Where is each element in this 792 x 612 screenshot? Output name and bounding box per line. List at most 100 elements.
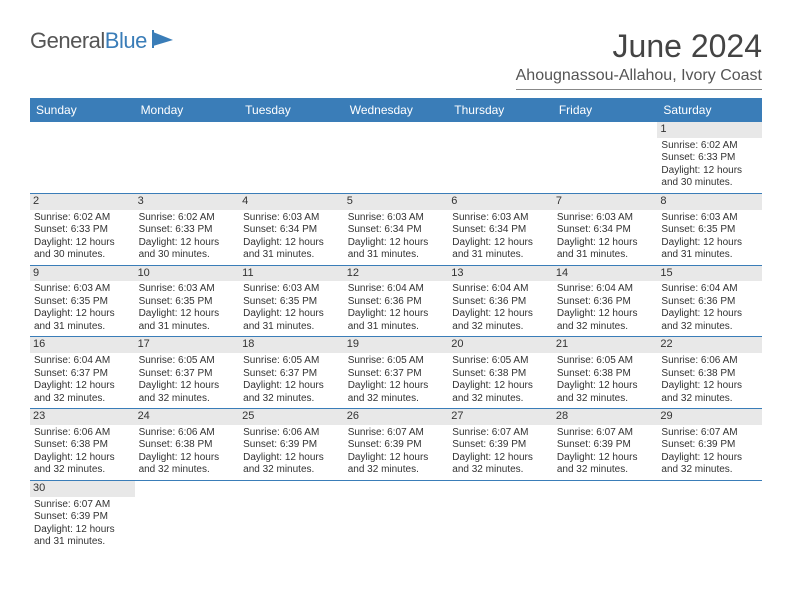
day-number: 2 bbox=[30, 194, 135, 210]
sunrise-label: Sunrise: 6:03 AM bbox=[661, 212, 758, 225]
day-cell: 18Sunrise: 6:05 AMSunset: 6:37 PMDayligh… bbox=[239, 337, 344, 408]
day-cell: 3Sunrise: 6:02 AMSunset: 6:33 PMDaylight… bbox=[135, 194, 240, 265]
daylight-label: and 31 minutes. bbox=[243, 321, 340, 334]
week-row: 23Sunrise: 6:06 AMSunset: 6:38 PMDayligh… bbox=[30, 409, 762, 481]
daylight-label: Daylight: 12 hours bbox=[139, 308, 236, 321]
empty-cell bbox=[553, 481, 658, 552]
day-number: 22 bbox=[657, 337, 762, 353]
sunrise-label: Sunrise: 6:03 AM bbox=[139, 283, 236, 296]
day-cell: 19Sunrise: 6:05 AMSunset: 6:37 PMDayligh… bbox=[344, 337, 449, 408]
day-cell: 30Sunrise: 6:07 AMSunset: 6:39 PMDayligh… bbox=[30, 481, 135, 552]
daylight-label: and 31 minutes. bbox=[661, 249, 758, 262]
sunrise-label: Sunrise: 6:03 AM bbox=[452, 212, 549, 225]
daylight-label: and 31 minutes. bbox=[243, 249, 340, 262]
weekday-friday: Friday bbox=[553, 98, 658, 122]
week-row: 30Sunrise: 6:07 AMSunset: 6:39 PMDayligh… bbox=[30, 481, 762, 552]
daylight-label: and 32 minutes. bbox=[139, 464, 236, 477]
daylight-label: and 32 minutes. bbox=[348, 464, 445, 477]
daylight-label: and 31 minutes. bbox=[34, 321, 131, 334]
weekday-tuesday: Tuesday bbox=[239, 98, 344, 122]
day-cell: 10Sunrise: 6:03 AMSunset: 6:35 PMDayligh… bbox=[135, 266, 240, 337]
weekday-header: Sunday Monday Tuesday Wednesday Thursday… bbox=[30, 98, 762, 122]
day-number: 26 bbox=[344, 409, 449, 425]
calendar: Sunday Monday Tuesday Wednesday Thursday… bbox=[30, 98, 762, 552]
sunrise-label: Sunrise: 6:06 AM bbox=[243, 427, 340, 440]
daylight-label: and 30 minutes. bbox=[661, 177, 758, 190]
sunrise-label: Sunrise: 6:05 AM bbox=[452, 355, 549, 368]
daylight-label: Daylight: 12 hours bbox=[348, 452, 445, 465]
daylight-label: Daylight: 12 hours bbox=[139, 452, 236, 465]
empty-cell bbox=[344, 481, 449, 552]
sunrise-label: Sunrise: 6:06 AM bbox=[34, 427, 131, 440]
day-number: 14 bbox=[553, 266, 658, 282]
brand-part1: General bbox=[30, 28, 105, 54]
sunset-label: Sunset: 6:39 PM bbox=[243, 439, 340, 452]
day-cell: 12Sunrise: 6:04 AMSunset: 6:36 PMDayligh… bbox=[344, 266, 449, 337]
empty-cell bbox=[448, 481, 553, 552]
day-number: 16 bbox=[30, 337, 135, 353]
day-number: 4 bbox=[239, 194, 344, 210]
empty-cell bbox=[135, 481, 240, 552]
sunrise-label: Sunrise: 6:06 AM bbox=[661, 355, 758, 368]
day-number: 10 bbox=[135, 266, 240, 282]
weekday-wednesday: Wednesday bbox=[344, 98, 449, 122]
day-cell: 8Sunrise: 6:03 AMSunset: 6:35 PMDaylight… bbox=[657, 194, 762, 265]
daylight-label: Daylight: 12 hours bbox=[34, 237, 131, 250]
sunset-label: Sunset: 6:34 PM bbox=[243, 224, 340, 237]
daylight-label: Daylight: 12 hours bbox=[348, 380, 445, 393]
empty-cell bbox=[135, 122, 240, 193]
daylight-label: Daylight: 12 hours bbox=[452, 237, 549, 250]
flag-icon bbox=[151, 28, 177, 54]
sunset-label: Sunset: 6:37 PM bbox=[243, 368, 340, 381]
daylight-label: and 32 minutes. bbox=[139, 393, 236, 406]
day-number: 21 bbox=[553, 337, 658, 353]
daylight-label: and 32 minutes. bbox=[557, 393, 654, 406]
daylight-label: and 32 minutes. bbox=[661, 393, 758, 406]
empty-cell bbox=[30, 122, 135, 193]
title-block: June 2024 Ahougnassou-Allahou, Ivory Coa… bbox=[516, 28, 762, 90]
daylight-label: Daylight: 12 hours bbox=[557, 237, 654, 250]
day-cell: 9Sunrise: 6:03 AMSunset: 6:35 PMDaylight… bbox=[30, 266, 135, 337]
day-number: 27 bbox=[448, 409, 553, 425]
sunrise-label: Sunrise: 6:05 AM bbox=[139, 355, 236, 368]
daylight-label: and 31 minutes. bbox=[557, 249, 654, 262]
daylight-label: Daylight: 12 hours bbox=[139, 380, 236, 393]
daylight-label: and 31 minutes. bbox=[348, 321, 445, 334]
daylight-label: Daylight: 12 hours bbox=[348, 308, 445, 321]
day-cell: 27Sunrise: 6:07 AMSunset: 6:39 PMDayligh… bbox=[448, 409, 553, 480]
sunset-label: Sunset: 6:39 PM bbox=[348, 439, 445, 452]
sunrise-label: Sunrise: 6:05 AM bbox=[348, 355, 445, 368]
daylight-label: Daylight: 12 hours bbox=[348, 237, 445, 250]
weeks-container: 1Sunrise: 6:02 AMSunset: 6:33 PMDaylight… bbox=[30, 122, 762, 552]
month-title: June 2024 bbox=[516, 28, 762, 65]
day-number: 12 bbox=[344, 266, 449, 282]
daylight-label: and 32 minutes. bbox=[243, 464, 340, 477]
daylight-label: and 31 minutes. bbox=[452, 249, 549, 262]
daylight-label: Daylight: 12 hours bbox=[661, 308, 758, 321]
sunrise-label: Sunrise: 6:07 AM bbox=[661, 427, 758, 440]
week-row: 9Sunrise: 6:03 AMSunset: 6:35 PMDaylight… bbox=[30, 266, 762, 338]
sunset-label: Sunset: 6:34 PM bbox=[452, 224, 549, 237]
daylight-label: and 30 minutes. bbox=[34, 249, 131, 262]
sunset-label: Sunset: 6:35 PM bbox=[243, 296, 340, 309]
day-number: 11 bbox=[239, 266, 344, 282]
sunset-label: Sunset: 6:38 PM bbox=[139, 439, 236, 452]
brand-part2: Blue bbox=[105, 28, 147, 54]
day-cell: 2Sunrise: 6:02 AMSunset: 6:33 PMDaylight… bbox=[30, 194, 135, 265]
sunrise-label: Sunrise: 6:03 AM bbox=[557, 212, 654, 225]
daylight-label: Daylight: 12 hours bbox=[557, 452, 654, 465]
empty-cell bbox=[657, 481, 762, 552]
daylight-label: Daylight: 12 hours bbox=[661, 380, 758, 393]
daylight-label: and 32 minutes. bbox=[243, 393, 340, 406]
day-number: 29 bbox=[657, 409, 762, 425]
sunrise-label: Sunrise: 6:03 AM bbox=[243, 212, 340, 225]
sunset-label: Sunset: 6:36 PM bbox=[557, 296, 654, 309]
calendar-page: GeneralBlue June 2024 Ahougnassou-Allaho… bbox=[0, 0, 792, 552]
day-cell: 13Sunrise: 6:04 AMSunset: 6:36 PMDayligh… bbox=[448, 266, 553, 337]
day-number: 5 bbox=[344, 194, 449, 210]
day-cell: 7Sunrise: 6:03 AMSunset: 6:34 PMDaylight… bbox=[553, 194, 658, 265]
week-row: 1Sunrise: 6:02 AMSunset: 6:33 PMDaylight… bbox=[30, 122, 762, 194]
sunrise-label: Sunrise: 6:04 AM bbox=[348, 283, 445, 296]
daylight-label: and 31 minutes. bbox=[139, 321, 236, 334]
daylight-label: Daylight: 12 hours bbox=[452, 452, 549, 465]
